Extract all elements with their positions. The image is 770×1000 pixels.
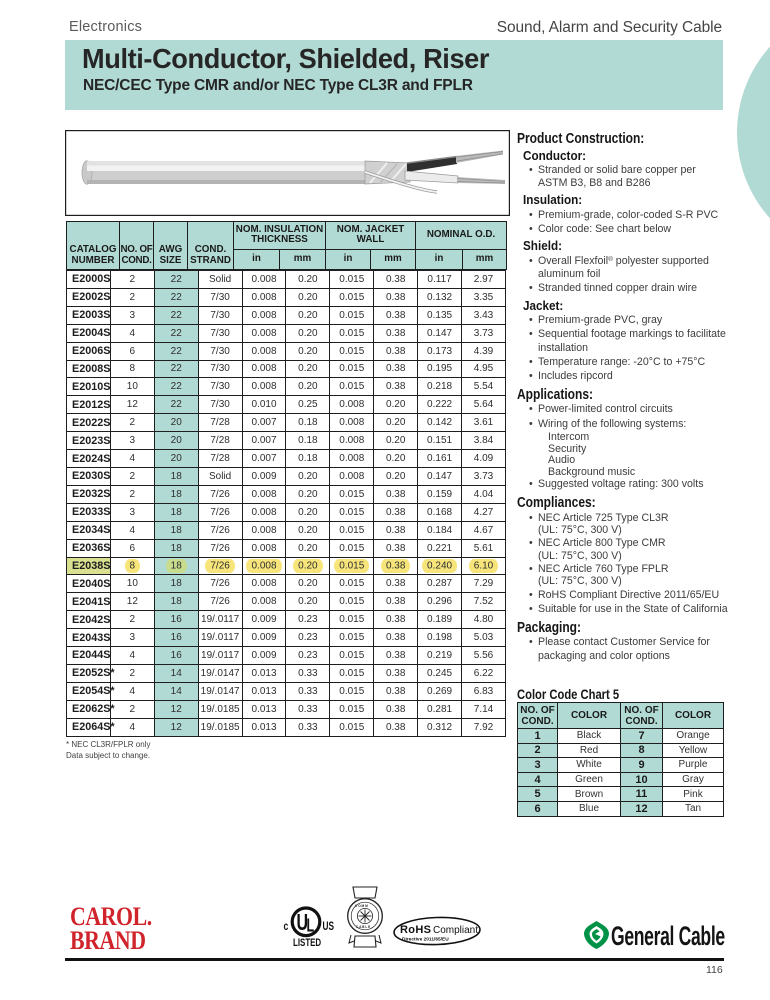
svg-text:U: U	[297, 910, 309, 936]
svg-text:Directive 2011/65/EU: Directive 2011/65/EU	[402, 937, 449, 943]
svg-text:Compliant: Compliant	[433, 925, 478, 936]
svg-text:c: c	[284, 921, 289, 933]
svg-text:US: US	[323, 921, 335, 934]
svg-text:LISTED: LISTED	[293, 937, 321, 950]
svg-text:RoHS: RoHS	[400, 924, 431, 936]
svg-text:L: L	[307, 916, 315, 936]
svg-text:C O M M: C O M M	[355, 904, 368, 908]
svg-text:C A B L E: C A B L E	[356, 925, 370, 929]
